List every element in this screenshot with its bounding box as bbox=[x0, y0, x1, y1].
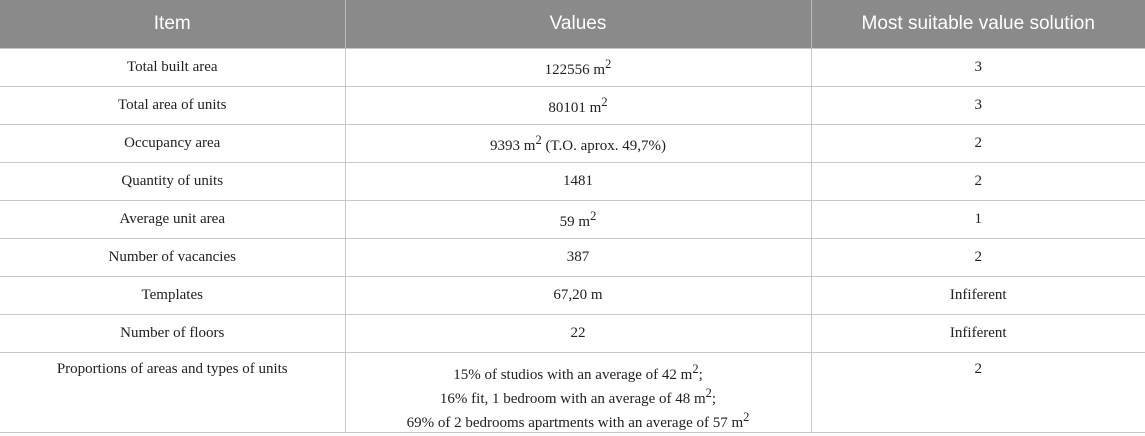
value-unit: m bbox=[523, 137, 536, 154]
value-line-suffix: ; bbox=[711, 391, 717, 407]
table-body: Total built area 122556 m2 3 Total area … bbox=[0, 48, 1145, 433]
table-row: Total built area 122556 m2 3 bbox=[0, 48, 1145, 87]
cell-solution: 3 bbox=[810, 86, 1145, 125]
table-row: Number of vacancies 387 2 bbox=[0, 238, 1145, 277]
cell-item: Proportions of areas and types of units bbox=[0, 352, 345, 433]
value-line: 16% fit, 1 bedroom with an average of 48… bbox=[346, 384, 811, 408]
value-line-text: 16% fit, 1 bedroom with an average of 48… bbox=[439, 391, 706, 407]
header-solution: Most suitable value solution bbox=[810, 0, 1145, 49]
header-row: Item Values Most suitable value solution bbox=[0, 0, 1145, 49]
cell-value: 22 bbox=[344, 314, 811, 353]
cell-value: 59 m2 bbox=[344, 200, 811, 239]
table-row: Quantity of units 1481 2 bbox=[0, 162, 1145, 201]
cell-solution: Infiferent bbox=[810, 276, 1145, 315]
cell-value: 9393 m2 (T.O. aprox. 49,7%) bbox=[344, 124, 811, 163]
cell-item: Quantity of units bbox=[0, 162, 345, 201]
value-superscript: 2 bbox=[605, 56, 612, 71]
cell-item: Number of floors bbox=[0, 314, 345, 353]
header-values: Values bbox=[344, 0, 811, 49]
value-superscript: 2 bbox=[743, 410, 750, 424]
cell-item: Occupancy area bbox=[0, 124, 345, 163]
value-unit: m bbox=[593, 61, 606, 78]
value-superscript: 2 bbox=[601, 94, 608, 109]
cell-value: 387 bbox=[344, 238, 811, 277]
cell-solution: 2 bbox=[810, 352, 1145, 433]
value-number: 122556 bbox=[544, 61, 590, 78]
cell-solution: 2 bbox=[810, 238, 1145, 277]
header-item: Item bbox=[0, 0, 345, 49]
value-suffix: (T.O. aprox. 49,7%) bbox=[541, 137, 666, 154]
table-row: Proportions of areas and types of units … bbox=[0, 352, 1145, 433]
table-row: Occupancy area 9393 m2 (T.O. aprox. 49,7… bbox=[0, 124, 1145, 163]
cell-value: 67,20 m bbox=[344, 276, 811, 315]
cell-item: Total built area bbox=[0, 48, 345, 87]
table-row: Templates 67,20 m Infiferent bbox=[0, 276, 1145, 315]
value-unit: m bbox=[589, 99, 602, 116]
table-row: Average unit area 59 m2 1 bbox=[0, 200, 1145, 239]
value-line: 15% of studios with an average of 42 m2; bbox=[346, 360, 811, 384]
value-line-text: 69% of 2 bedrooms apartments with an ave… bbox=[406, 415, 744, 431]
table-header: Item Values Most suitable value solution bbox=[0, 0, 1145, 49]
table-row: Total area of units 80101 m2 3 bbox=[0, 86, 1145, 125]
cell-value: 1481 bbox=[344, 162, 811, 201]
cell-value: 80101 m2 bbox=[344, 86, 811, 125]
cell-value: 122556 m2 bbox=[344, 48, 811, 87]
value-superscript: 2 bbox=[590, 208, 597, 223]
cell-item: Templates bbox=[0, 276, 345, 315]
value-number: 9393 bbox=[490, 137, 521, 154]
cell-solution: 2 bbox=[810, 162, 1145, 201]
value-line-suffix: ; bbox=[698, 367, 703, 383]
value-superscript: 2 bbox=[535, 132, 542, 147]
cell-item: Average unit area bbox=[0, 200, 345, 239]
table-row: Number of floors 22 Infiferent bbox=[0, 314, 1145, 353]
cell-value: 15% of studios with an average of 42 m2;… bbox=[344, 352, 811, 433]
cell-item: Total area of units bbox=[0, 86, 345, 125]
value-unit: m bbox=[578, 213, 591, 230]
value-superscript: 2 bbox=[692, 362, 699, 376]
value-number: 80101 bbox=[548, 99, 586, 116]
value-superscript: 2 bbox=[705, 386, 712, 400]
cell-solution: 2 bbox=[810, 124, 1145, 163]
value-number: 59 bbox=[559, 213, 575, 230]
cell-solution: 3 bbox=[810, 48, 1145, 87]
value-line: 69% of 2 bedrooms apartments with an ave… bbox=[346, 408, 811, 432]
cell-item: Number of vacancies bbox=[0, 238, 345, 277]
cell-solution: 1 bbox=[810, 200, 1145, 239]
cell-solution: Infiferent bbox=[810, 314, 1145, 353]
value-line-text: 15% of studios with an average of 42 m bbox=[453, 367, 693, 383]
